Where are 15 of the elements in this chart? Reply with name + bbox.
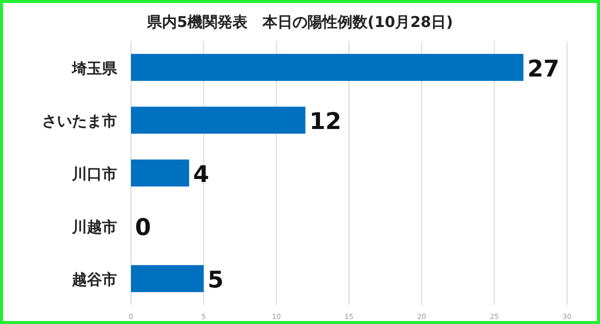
bar	[131, 54, 524, 81]
y-tick-label: 川越市	[71, 218, 117, 236]
y-tick-label: 埼玉県	[71, 59, 118, 78]
bar	[131, 160, 190, 186]
bar	[131, 106, 306, 134]
data-label: 4	[193, 162, 210, 188]
data-label: 27	[527, 56, 560, 82]
y-tick-label: 越谷市	[71, 270, 117, 289]
y-tick-label: 川口市	[71, 165, 117, 183]
data-label: 0	[135, 214, 152, 241]
data-label: 5	[208, 268, 224, 294]
y-tick-label: さいたま市	[42, 112, 117, 130]
bar	[131, 265, 204, 292]
chart-title: 県内5機関発表 本日の陽性例数(10月28日)	[146, 13, 453, 31]
data-label: 12	[309, 109, 342, 136]
